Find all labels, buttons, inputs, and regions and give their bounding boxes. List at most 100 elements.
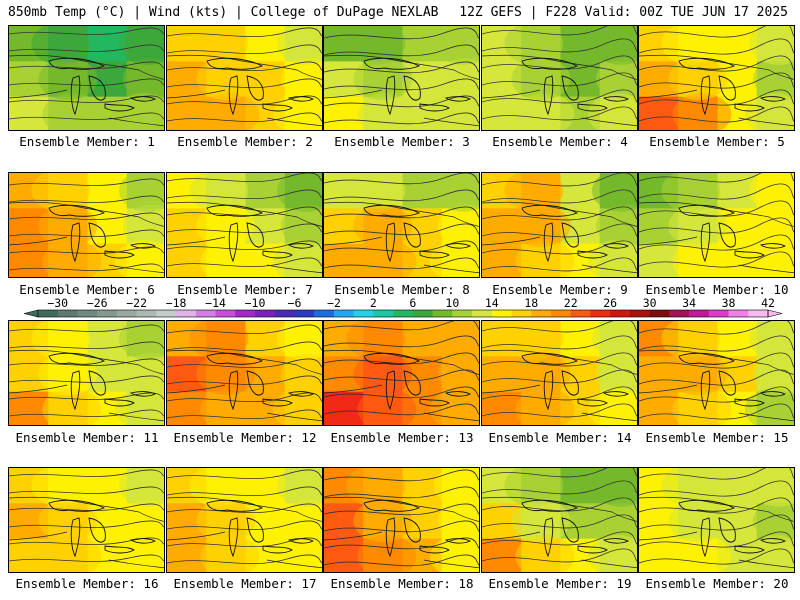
colorbar-bin [511, 310, 532, 317]
height-contour-line [167, 358, 322, 368]
temperature-field-blend [752, 204, 794, 248]
temperature-field-blend [511, 352, 571, 396]
temperature-colorbar: −30 −26 −22 −18 −14 −10 −6 −2 2 6 10 14 18 22 26 30 34 38… [23, 297, 783, 318]
height-contour-line [482, 189, 637, 204]
great-lakes-outline [48, 499, 157, 558]
colorbar-bin [629, 310, 650, 317]
temperature-map [324, 26, 479, 130]
political-boundary [167, 201, 322, 274]
height-contour-line [324, 206, 479, 219]
temperature-field-blend [280, 57, 322, 101]
run-info: 12Z GEFS | F228 Valid: 00Z TUE JUN 17 20… [459, 5, 788, 20]
height-contour-line [167, 95, 322, 105]
ensemble-map-panel [638, 172, 795, 278]
colorbar-bin [294, 310, 315, 317]
colorbar-tick-label: 30 [643, 297, 657, 310]
great-lakes-outline [206, 499, 315, 558]
colorbar-bin [472, 310, 493, 317]
ensemble-map-panel [8, 25, 165, 131]
height-contour-line [482, 321, 637, 333]
temperature-map [324, 468, 479, 572]
height-contour-line [324, 321, 479, 331]
temperature-field-blend [276, 321, 322, 360]
ensemble-map-panel [166, 320, 323, 426]
height-contour-line [482, 257, 637, 272]
height-contour-line [324, 469, 479, 482]
temperature-field-cell [639, 243, 679, 277]
temperature-field-cell [324, 96, 364, 130]
height-contour-line [639, 200, 794, 217]
colorbar-tick-label: −26 [87, 297, 108, 310]
height-contour-line [324, 240, 479, 253]
colorbar-bin [215, 310, 236, 317]
height-contour-line [639, 234, 794, 251]
great-lakes-outline [521, 352, 630, 411]
colorbar-bin [195, 310, 216, 317]
ensemble-map-panel [323, 467, 480, 573]
height-contour-line [639, 321, 794, 335]
political-boundary [639, 349, 794, 422]
colorbar-bin [333, 310, 354, 317]
temperature-field-blend [748, 173, 794, 212]
height-contour-line [9, 61, 164, 69]
height-contour-line [9, 27, 164, 35]
great-lakes-outline [678, 352, 787, 411]
height-contour-line [9, 554, 164, 562]
ensemble-member-label: Ensemble Member: 12 [173, 430, 317, 445]
colorbar-bin [373, 310, 394, 317]
political-boundary [482, 54, 637, 127]
height-contour-line [482, 497, 637, 512]
height-contour-line [9, 486, 164, 494]
height-contour-line [639, 251, 794, 268]
height-contour-line [167, 537, 322, 547]
temperature-field-blend [437, 352, 479, 396]
colorbar-bin [38, 310, 59, 317]
temperature-field-cell [9, 243, 49, 277]
colorbar-tick-label: 6 [409, 297, 416, 310]
colorbar-tick-label: −22 [126, 297, 147, 310]
ensemble-map-panel [166, 172, 323, 278]
colorbar-bin [412, 310, 433, 317]
height-contour-line [482, 335, 637, 350]
temperature-field-blend [31, 468, 91, 507]
height-contour-line [167, 173, 322, 182]
ensemble-map-panel [638, 25, 795, 131]
temperature-field-blend [122, 499, 164, 543]
height-contour-line [324, 486, 479, 499]
height-contour-line [639, 72, 794, 89]
height-contour-line [639, 369, 794, 386]
colorbar-tick-label: 38 [722, 297, 736, 310]
height-contour-line [167, 469, 322, 479]
colorbar-bin [393, 310, 414, 317]
height-contour-line [482, 55, 637, 70]
colorbar-bin [274, 310, 295, 317]
height-contour-line [167, 409, 322, 419]
temperature-field-blend [433, 173, 479, 212]
temperature-field-blend [672, 93, 732, 130]
temperature-field-blend [661, 173, 721, 212]
height-contour-line [324, 554, 479, 567]
colorbar-bin [649, 310, 670, 317]
ensemble-map-panel [323, 25, 480, 131]
ensemble-map-panel [166, 25, 323, 131]
colorbar-tick-label: 2 [370, 297, 377, 310]
colorbar-bin [708, 310, 729, 317]
ensemble-member-label: Ensemble Member: 4 [492, 134, 628, 149]
height-contour-line [324, 352, 479, 365]
colorbar-bin [235, 310, 256, 317]
political-boundary [324, 496, 479, 569]
political-boundary [482, 349, 637, 422]
ensemble-member-label: Ensemble Member: 18 [330, 576, 474, 591]
colorbar-tick-label: 18 [524, 297, 538, 310]
height-contour-line [324, 537, 479, 550]
temperature-field-blend [672, 240, 732, 277]
temperature-map [9, 26, 164, 130]
political-boundary [324, 201, 479, 274]
temperature-map [482, 321, 637, 425]
colorbar-bin [116, 310, 137, 317]
temperature-map [639, 173, 794, 277]
height-contour-line [167, 257, 322, 267]
political-boundary [639, 496, 794, 569]
colorbar-outline [37, 309, 769, 318]
height-contour-line [9, 44, 164, 52]
